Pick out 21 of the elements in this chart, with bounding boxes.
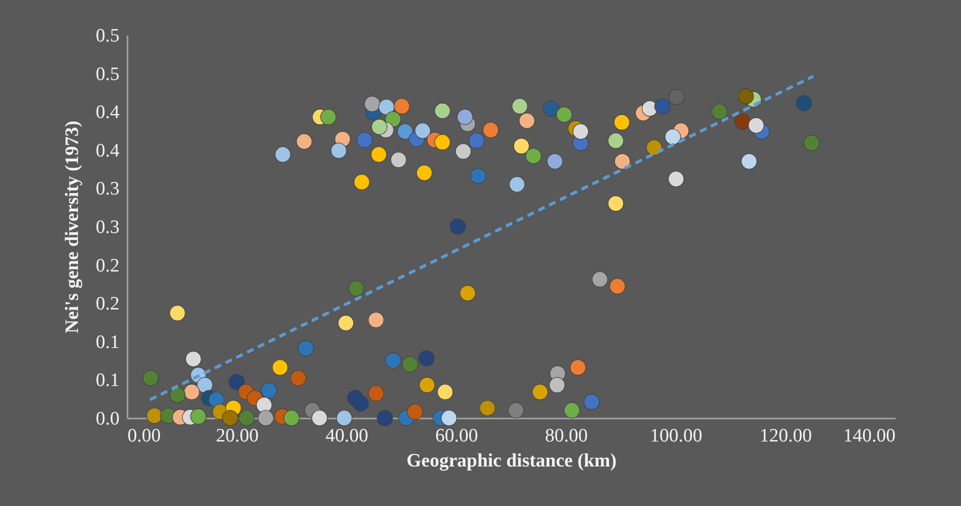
y-tick-label: 0.4 — [96, 102, 120, 124]
y-tick-label: 0.2 — [96, 255, 120, 276]
y-tick-label: 0.2 — [96, 294, 120, 315]
y-tick-label: 0.5 — [96, 64, 120, 85]
x-tick-label: 120.00 — [760, 426, 812, 446]
y-tick-label: 0.1 — [96, 370, 120, 392]
y-tick-label: 0.1 — [96, 332, 120, 353]
x-tick-label: 140.00 — [843, 426, 896, 446]
x-tick-label: 0.00 — [128, 426, 161, 446]
y-tick-label: 0.0 — [96, 408, 120, 430]
y-tick-label: 0.5 — [96, 26, 120, 46]
y-tick-label: 0.3 — [96, 217, 120, 238]
x-tick-label: 40.00 — [326, 426, 368, 446]
y-tick-label: 0.4 — [96, 140, 120, 162]
x-tick-label: 20.00 — [216, 426, 259, 446]
y-axis-title: Nei's gene diversity (1973) — [62, 120, 83, 334]
y-tick-label: 0.3 — [96, 178, 120, 200]
x-tick-label: 60.00 — [435, 426, 478, 446]
x-tick-label: 100.00 — [650, 426, 702, 446]
x-tick-label: 80.00 — [544, 426, 588, 446]
x-axis-title: Geographic distance (km) — [406, 450, 617, 472]
